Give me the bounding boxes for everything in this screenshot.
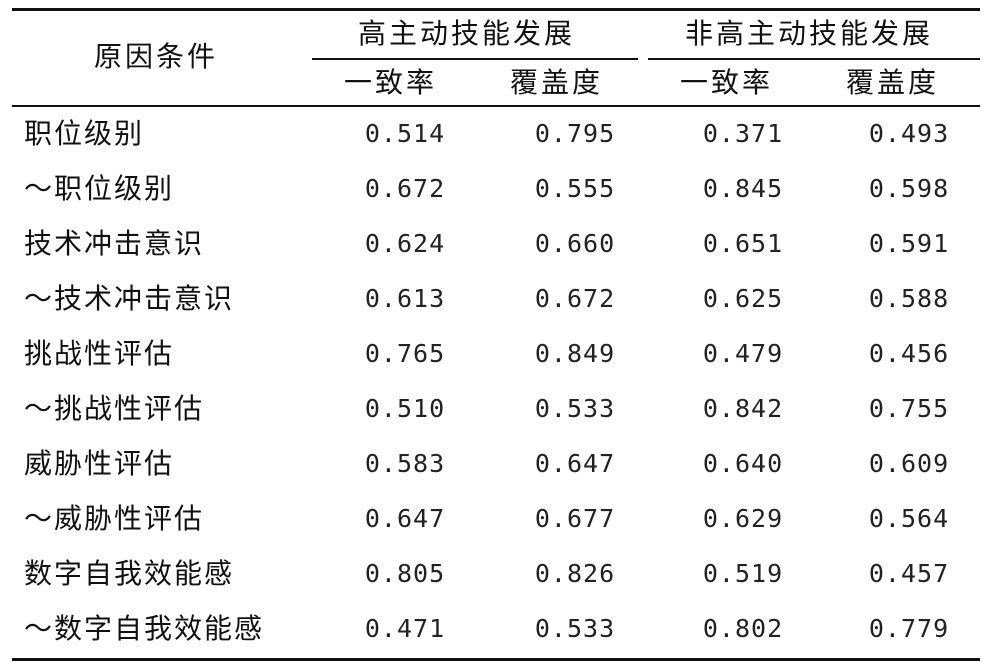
row-label: 数字自我效能感 — [24, 557, 235, 590]
table-cell: 0.493 — [868, 119, 950, 148]
table-cell: 0.755 — [868, 394, 950, 423]
row-label: 威胁性评估 — [24, 447, 175, 480]
sub-header-consistency: 一致率 — [344, 66, 438, 99]
table-cell: 0.842 — [702, 394, 784, 423]
table-cell: 0.660 — [534, 229, 616, 258]
table-cell: 0.765 — [364, 339, 446, 368]
row-label: ～挑战性评估 — [24, 392, 205, 425]
table-cell: 0.805 — [364, 559, 446, 588]
table-cell: 0.845 — [702, 174, 784, 203]
table-cell: 0.591 — [868, 229, 950, 258]
table-cell: 0.613 — [364, 284, 446, 313]
table-cell: 0.519 — [702, 559, 784, 588]
table-cell: 0.514 — [364, 119, 446, 148]
table-cell: 0.456 — [868, 339, 950, 368]
group2-underline — [648, 58, 980, 60]
table-cell: 0.826 — [534, 559, 616, 588]
table-cell: 0.629 — [702, 504, 784, 533]
row-label-header: 原因条件 — [94, 40, 219, 73]
table-cell: 0.647 — [364, 504, 446, 533]
row-label: 技术冲击意识 — [24, 227, 205, 260]
row-label: 挑战性评估 — [24, 337, 175, 370]
table-cell: 0.471 — [364, 614, 446, 643]
row-label: 职位级别 — [24, 117, 145, 150]
header-rule — [12, 105, 980, 107]
row-label: ～职位级别 — [24, 172, 175, 205]
table-cell: 0.583 — [364, 449, 446, 478]
table-cell: 0.802 — [702, 614, 784, 643]
sub-header-consistency: 一致率 — [680, 66, 774, 99]
table-cell: 0.533 — [534, 394, 616, 423]
table-cell: 0.510 — [364, 394, 446, 423]
group2-header: 非高主动技能发展 — [685, 17, 934, 50]
table-cell: 0.609 — [868, 449, 950, 478]
table-cell: 0.624 — [364, 229, 446, 258]
group1-underline — [312, 58, 638, 60]
table-cell: 0.625 — [702, 284, 784, 313]
row-label: ～技术冲击意识 — [24, 282, 235, 315]
table-cell: 0.371 — [702, 119, 784, 148]
table-cell: 0.457 — [868, 559, 950, 588]
table-cell: 0.779 — [868, 614, 950, 643]
table-cell: 0.479 — [702, 339, 784, 368]
table-cell: 0.677 — [534, 504, 616, 533]
group1-header: 高主动技能发展 — [358, 17, 576, 50]
sub-header-coverage: 覆盖度 — [846, 66, 940, 99]
table-cell: 0.672 — [364, 174, 446, 203]
top-rule — [12, 8, 980, 11]
table-cell: 0.640 — [702, 449, 784, 478]
table-cell: 0.533 — [534, 614, 616, 643]
table-cell: 0.795 — [534, 119, 616, 148]
table-cell: 0.598 — [868, 174, 950, 203]
row-label: ～数字自我效能感 — [24, 612, 265, 645]
table-cell: 0.849 — [534, 339, 616, 368]
table-cell: 0.555 — [534, 174, 616, 203]
table-cell: 0.588 — [868, 284, 950, 313]
row-label: ～威胁性评估 — [24, 502, 205, 535]
table-cell: 0.647 — [534, 449, 616, 478]
table-cell: 0.564 — [868, 504, 950, 533]
sub-header-coverage: 覆盖度 — [510, 66, 604, 99]
table-cell: 0.651 — [702, 229, 784, 258]
table-cell: 0.672 — [534, 284, 616, 313]
data-table: 原因条件 高主动技能发展 非高主动技能发展 一致率 覆盖度 一致率 覆盖度 职位… — [12, 0, 980, 672]
bottom-rule — [12, 658, 980, 661]
